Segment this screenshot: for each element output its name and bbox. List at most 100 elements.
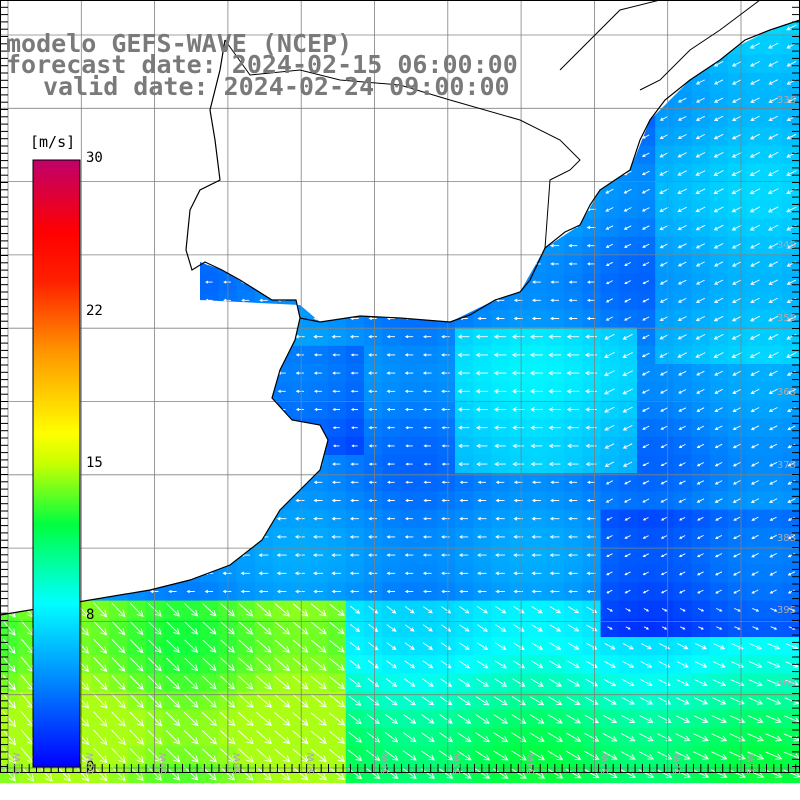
wind-arrow <box>310 694 327 708</box>
wind-arrow <box>642 243 650 248</box>
wind-arrow <box>530 443 543 449</box>
wind-arrow <box>256 712 272 727</box>
wind-arrow <box>547 732 564 742</box>
wind-arrow <box>457 732 472 743</box>
model-title: modelo GEFS-WAVE (NCEP) <box>6 29 353 58</box>
wind-arrow <box>768 261 779 267</box>
wind-arrow <box>550 262 559 266</box>
wind-arrow <box>623 316 632 321</box>
wind-arrow <box>747 733 764 742</box>
wind-arrow <box>183 748 199 763</box>
wind-arrow <box>457 352 470 358</box>
wind-arrow <box>641 152 650 157</box>
wind-arrow <box>493 714 508 724</box>
wind-arrow <box>495 498 505 503</box>
wind-arrow <box>422 553 432 557</box>
wind-arrow <box>607 608 613 612</box>
wind-arrow <box>238 603 254 617</box>
wind-arrow <box>511 696 526 706</box>
wind-arrow <box>624 571 631 576</box>
wind-arrow <box>511 768 527 779</box>
wind-arrow <box>310 675 327 690</box>
wind-arrow <box>733 534 741 540</box>
wind-arrow <box>750 407 760 413</box>
wind-arrow <box>768 60 779 67</box>
wind-arrow <box>678 443 686 448</box>
wind-arrow <box>677 279 687 285</box>
wind-arrow <box>405 498 413 503</box>
wind-arrow <box>458 678 471 687</box>
wind-arrow <box>550 316 560 321</box>
wind-arrow <box>547 768 564 779</box>
wind-arrow <box>767 661 781 668</box>
wind-arrow <box>93 693 108 709</box>
wind-arrow <box>768 115 779 122</box>
wind-arrow <box>404 589 414 594</box>
wind-arrow <box>368 553 378 557</box>
wind-arrow <box>129 747 144 763</box>
wind-arrow <box>292 621 309 635</box>
wind-arrow <box>750 388 760 394</box>
wind-arrow <box>713 279 724 285</box>
wind-arrow <box>548 678 563 687</box>
wind-arrow <box>547 714 563 724</box>
wind-arrow <box>368 624 379 632</box>
wind-arrow <box>678 498 686 503</box>
wind-arrow <box>751 534 759 540</box>
wind-arrow <box>111 693 126 709</box>
wind-arrow <box>477 498 487 503</box>
wind-arrow <box>642 334 650 339</box>
wind-arrow <box>603 678 617 687</box>
wind-arrow <box>786 352 797 358</box>
wind-arrow <box>386 335 395 339</box>
river-plate-north-shore <box>299 19 800 323</box>
wind-arrow <box>750 480 760 485</box>
wind-arrow <box>441 353 450 357</box>
wind-arrow <box>659 370 669 376</box>
wind-arrow <box>202 639 217 653</box>
wind-arrow <box>329 658 345 671</box>
wind-arrow <box>294 516 305 521</box>
wind-arrow <box>2 765 16 782</box>
wind-arrow <box>129 675 144 690</box>
wind-arrow <box>566 334 579 339</box>
wind-arrow <box>642 316 650 321</box>
wind-arrow <box>423 462 431 466</box>
wind-arrow <box>386 407 395 412</box>
wind-arrow <box>752 607 760 612</box>
wind-arrow <box>605 480 614 485</box>
wind-arrow <box>183 711 199 727</box>
wind-arrow <box>439 714 453 724</box>
lon-label: 61W <box>12 752 23 775</box>
wind-arrow <box>511 352 525 358</box>
lon-label: 54W <box>526 752 537 775</box>
wind-arrow <box>475 352 489 358</box>
wind-arrow <box>713 133 724 140</box>
wind-arrow <box>731 333 742 340</box>
wind-arrow <box>605 225 614 230</box>
wind-arrow <box>531 553 542 557</box>
wind-arrow <box>93 729 108 746</box>
wind-arrow <box>184 766 199 781</box>
wind-arrow <box>751 571 759 576</box>
wind-arrow <box>477 480 486 484</box>
wind-arrow <box>350 334 359 339</box>
wind-arrow <box>530 696 545 706</box>
wind-arrow <box>350 605 361 614</box>
wind-arrow <box>675 697 690 705</box>
wind-arrow <box>602 751 618 760</box>
wind-arrow <box>350 623 361 633</box>
wind-arrow <box>292 712 309 726</box>
wind-arrow <box>457 334 470 339</box>
wind-arrow <box>713 79 724 85</box>
wind-arrow <box>439 696 453 706</box>
wind-arrow <box>493 696 508 706</box>
wind-arrow <box>529 732 545 742</box>
wind-arrow <box>2 747 16 764</box>
wind-arrow <box>607 626 613 630</box>
wind-arrow <box>531 606 543 614</box>
wind-arrow <box>786 388 796 394</box>
wind-arrow <box>585 443 597 448</box>
wind-arrow <box>678 370 687 376</box>
wind-arrow <box>732 388 742 394</box>
